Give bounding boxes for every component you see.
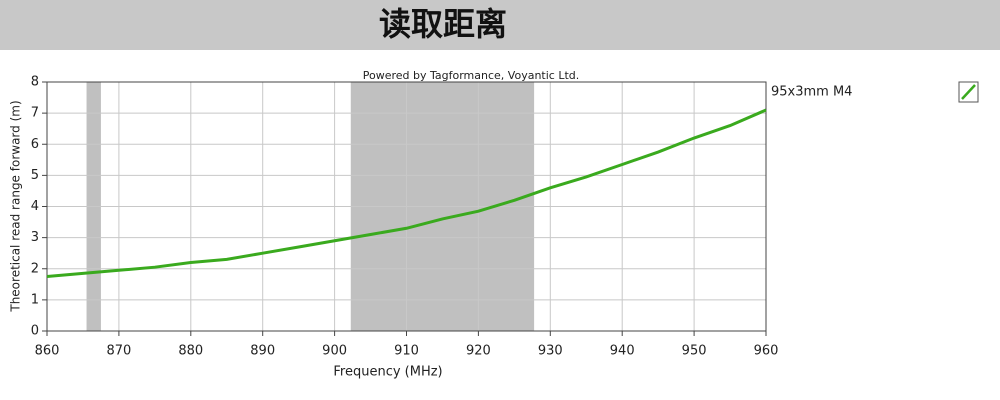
y-tick-label: 2 [31, 261, 39, 276]
x-tick-label: 930 [538, 344, 563, 359]
y-tick-label: 7 [31, 106, 39, 121]
plot-border [46, 81, 767, 332]
header-bar [0, 0, 1000, 50]
annotation: Powered by Tagformance, Voyantic Ltd. [363, 69, 580, 82]
y-tick-label: 3 [31, 230, 39, 245]
y-tick-label: 5 [31, 168, 39, 183]
x-tick-label: 860 [35, 344, 60, 359]
x-tick-label: 940 [610, 344, 635, 359]
legend-label: 95x3mm M4 [771, 85, 852, 100]
x-tick-label: 960 [754, 344, 779, 359]
x-tick-label: 870 [106, 344, 131, 359]
x-tick-label: 880 [178, 344, 203, 359]
y-axis-label: Theoretical read range forward (m) [9, 100, 23, 312]
y-tick-label: 0 [31, 324, 39, 339]
y-tick-label: 1 [31, 292, 39, 307]
y-tick-label: 4 [31, 199, 39, 214]
x-axis-label: Frequency (MHz) [333, 365, 442, 380]
x-tick-label: 890 [250, 344, 275, 359]
x-tick-label: 920 [466, 344, 491, 359]
x-tick-label: 950 [682, 344, 707, 359]
y-tick-label: 8 [31, 75, 39, 90]
x-tick-label: 910 [394, 344, 419, 359]
y-tick-label: 6 [31, 137, 39, 152]
x-tick-label: 900 [322, 344, 347, 359]
legend-swatch-line [961, 84, 976, 100]
series-line [46, 108, 767, 279]
chart-title: 读取距离 [379, 5, 507, 43]
